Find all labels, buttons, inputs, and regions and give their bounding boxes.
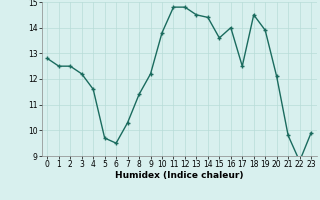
- X-axis label: Humidex (Indice chaleur): Humidex (Indice chaleur): [115, 171, 244, 180]
